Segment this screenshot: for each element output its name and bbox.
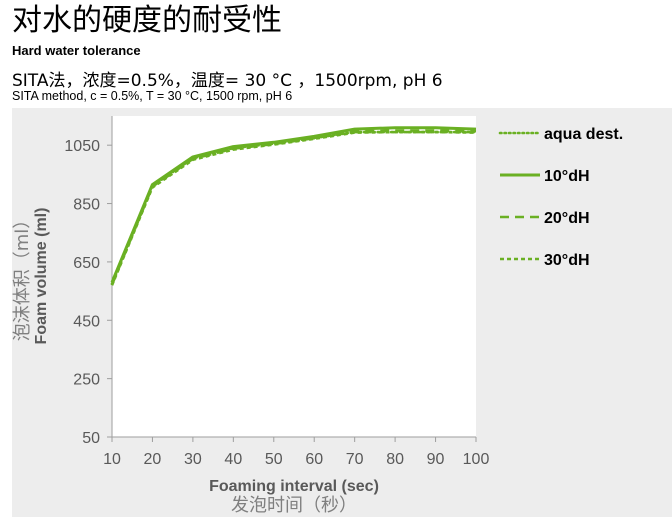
x-tick-label: 50 bbox=[265, 451, 283, 468]
legend-label: 10°dH bbox=[544, 168, 590, 185]
legend-label: 30°dH bbox=[544, 252, 590, 269]
y-tick-label: 1050 bbox=[64, 138, 100, 155]
x-axis-title-cn: 发泡时间（秒） bbox=[231, 495, 357, 516]
y-tick-label: 850 bbox=[73, 197, 100, 214]
series-line bbox=[110, 126, 477, 283]
legend-label: aqua dest. bbox=[544, 126, 623, 143]
x-tick-label: 10 bbox=[103, 451, 121, 468]
x-axis-title: Foaming interval (sec) bbox=[209, 478, 379, 495]
y-axis-title: Foam volume (ml) bbox=[33, 208, 50, 345]
x-tick-label: 60 bbox=[305, 451, 323, 468]
x-tick-label: 80 bbox=[386, 451, 404, 468]
legend-label: 20°dH bbox=[544, 210, 590, 227]
test-conditions-cn: SITA法，浓度=0.5%，温度= 30 °C ，1500rpm, pH 6 bbox=[12, 71, 443, 91]
x-tick-label: 100 bbox=[463, 451, 490, 468]
page-title: 对水的硬度的耐受性 bbox=[12, 3, 282, 38]
y-axis-title-cn: 泡沫体积（ml） bbox=[12, 211, 33, 342]
y-tick-label: 50 bbox=[82, 430, 100, 447]
page-subtitle: Hard water tolerance bbox=[12, 43, 141, 58]
x-tick-label: 90 bbox=[427, 451, 445, 468]
x-tick-label: 30 bbox=[184, 451, 202, 468]
y-tick-label: 650 bbox=[73, 255, 100, 272]
plot-area bbox=[112, 116, 476, 437]
test-conditions-en: SITA method, c = 0.5%, T = 30 °C, 1500 r… bbox=[12, 89, 293, 103]
series-line bbox=[110, 129, 477, 286]
series-line bbox=[110, 130, 477, 286]
x-tick-label: 70 bbox=[346, 451, 364, 468]
y-tick-label: 250 bbox=[73, 372, 100, 389]
x-tick-label: 40 bbox=[224, 451, 242, 468]
x-tick-label: 20 bbox=[144, 451, 162, 468]
y-tick-label: 450 bbox=[73, 313, 100, 330]
